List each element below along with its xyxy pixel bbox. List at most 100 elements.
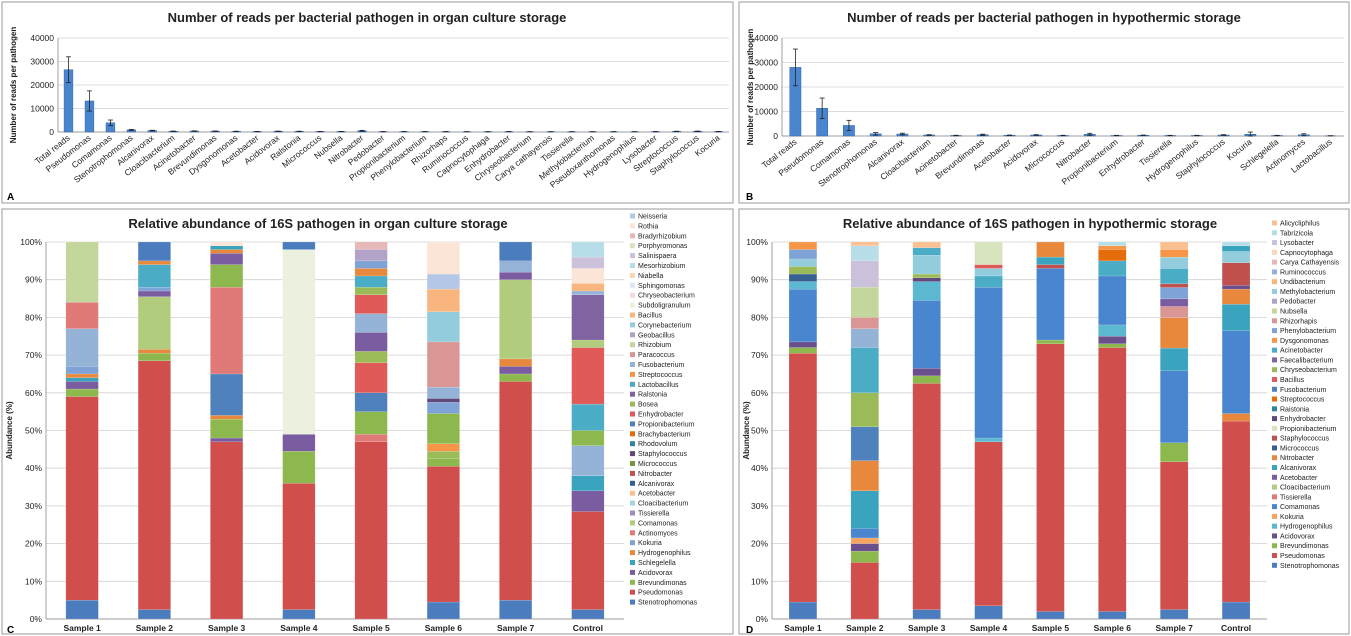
legend-item: Micrococcus bbox=[1280, 445, 1319, 452]
x-tick-label: Sample 2 bbox=[136, 623, 174, 633]
stack-segment bbox=[282, 241, 316, 250]
stack-segment bbox=[974, 287, 1003, 439]
legend-swatch bbox=[1272, 386, 1277, 392]
legend-item: Acinetobacter bbox=[1280, 348, 1323, 355]
legend-item: Staphylococcus bbox=[638, 451, 688, 458]
stack-segment bbox=[137, 290, 171, 297]
stack-segment bbox=[1036, 241, 1065, 258]
legend-swatch bbox=[630, 421, 635, 427]
legend-swatch bbox=[630, 322, 635, 328]
chart-title: Relative abundance of 16S pathogen in or… bbox=[128, 216, 507, 231]
legend-item: Chryseobacterium bbox=[1280, 367, 1337, 374]
stack-segment bbox=[850, 317, 879, 329]
stack-segment bbox=[282, 483, 316, 610]
x-tick-label: Sample 2 bbox=[846, 623, 884, 633]
legend-item: Pedobacter bbox=[1280, 299, 1316, 306]
y-tick-label: 90% bbox=[25, 275, 42, 285]
x-tick-label: Sample 5 bbox=[1032, 623, 1070, 633]
legend-item: Tissierella bbox=[638, 511, 669, 518]
y-tick-label: 30000 bbox=[30, 57, 54, 67]
stack-segment bbox=[788, 249, 818, 260]
x-tick-label: Sample 5 bbox=[352, 623, 390, 633]
legend-swatch bbox=[630, 599, 635, 605]
y-tick-label: 10000 bbox=[30, 104, 54, 114]
x-tick-label: Control bbox=[573, 623, 603, 633]
stack-segment bbox=[499, 366, 533, 375]
stack-segment bbox=[1221, 245, 1251, 252]
stack-segment bbox=[571, 290, 605, 295]
stack-segment bbox=[850, 426, 879, 461]
legend-swatch bbox=[630, 263, 635, 268]
legend-item: Pseudomonas bbox=[638, 590, 683, 597]
legend-item: Brevundimonas bbox=[638, 580, 687, 587]
y-tick-label: 40000 bbox=[754, 33, 778, 43]
y-tick-label: 30% bbox=[25, 501, 42, 511]
stack-segment bbox=[850, 241, 879, 246]
stack-segment bbox=[1160, 268, 1189, 284]
stack-segment bbox=[1221, 420, 1251, 603]
legend-swatch bbox=[630, 431, 635, 437]
legend-swatch bbox=[630, 589, 635, 595]
stack-segment bbox=[1160, 370, 1189, 444]
stack-segment bbox=[426, 402, 460, 414]
y-tick-label: 0 bbox=[773, 131, 778, 141]
legend-item: Tissierella bbox=[1280, 494, 1311, 501]
stack-segment bbox=[65, 373, 99, 378]
legend-item: Propionibacterium bbox=[638, 421, 695, 428]
stack-segment bbox=[850, 347, 879, 393]
stack-segment bbox=[571, 268, 605, 284]
stack-segment bbox=[65, 241, 99, 303]
stack-segment bbox=[210, 415, 244, 420]
stack-segment bbox=[912, 281, 941, 301]
stack-segment bbox=[137, 296, 171, 350]
x-tick-label: Sample 6 bbox=[425, 623, 463, 633]
legend-swatch bbox=[1272, 406, 1277, 412]
legend-item: Nitrobacter bbox=[638, 471, 673, 478]
legend-item: Lactobacillus bbox=[638, 382, 679, 389]
stack-segment bbox=[282, 249, 316, 435]
stack-segment bbox=[65, 396, 99, 601]
legend-item: Bosea bbox=[638, 402, 658, 409]
y-tick-label: 50% bbox=[751, 426, 768, 436]
x-tick-label: Sample 7 bbox=[497, 623, 535, 633]
stack-segment bbox=[788, 347, 818, 354]
legend-swatch bbox=[1272, 240, 1277, 246]
legend-swatch bbox=[630, 391, 635, 397]
stack-segment bbox=[137, 349, 171, 354]
stack-segment bbox=[1160, 241, 1189, 250]
y-tick-label: 40% bbox=[25, 463, 42, 473]
stack-segment bbox=[788, 258, 818, 267]
panel-d-abundance-hypothermic: Relative abundance of 16S pathogen in hy… bbox=[738, 208, 1350, 636]
stack-segment bbox=[1098, 347, 1127, 612]
legend-item: Kokuria bbox=[638, 540, 662, 547]
panel-frame bbox=[738, 1, 1350, 204]
y-tick-label: 10000 bbox=[754, 107, 778, 117]
stack-segment bbox=[426, 398, 460, 403]
legend-item: Acetobacter bbox=[638, 491, 676, 498]
legend-item: Alcanivorax bbox=[1280, 465, 1317, 472]
stack-segment bbox=[137, 241, 171, 262]
legend-item: Propionibacterium bbox=[1280, 426, 1337, 433]
y-tick-label: 80% bbox=[751, 312, 768, 322]
x-tick-label: Sample 4 bbox=[280, 623, 318, 633]
legend-item: Corynebacterium bbox=[638, 322, 691, 329]
legend-item: Faecalibacterium bbox=[1280, 357, 1333, 364]
legend-item: Alicycliphilus bbox=[1280, 221, 1320, 228]
legend-swatch bbox=[630, 253, 635, 259]
stack-segment bbox=[974, 268, 1003, 277]
legend-item: Rothia bbox=[638, 223, 658, 230]
legend-swatch bbox=[1272, 504, 1277, 510]
legend-item: Bacillus bbox=[1280, 377, 1305, 384]
stack-segment bbox=[974, 241, 1003, 265]
y-tick-label: 100% bbox=[746, 237, 768, 247]
stack-segment bbox=[137, 360, 171, 610]
legend-swatch bbox=[1272, 484, 1277, 490]
stack-segment bbox=[850, 490, 879, 529]
legend-swatch bbox=[630, 500, 635, 506]
legend-swatch bbox=[1272, 435, 1277, 441]
legend-item: Salinispaera bbox=[638, 253, 677, 260]
x-tick-label: Sample 6 bbox=[1094, 623, 1132, 633]
legend-swatch bbox=[1272, 279, 1277, 285]
stack-segment bbox=[1098, 249, 1127, 262]
x-tick-label: Sample 1 bbox=[784, 623, 822, 633]
